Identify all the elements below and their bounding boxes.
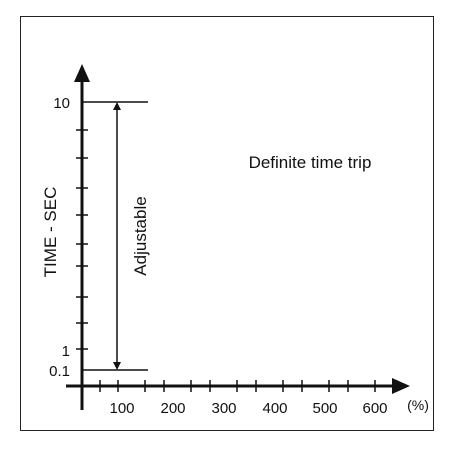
x-tick-label-500: 500: [312, 400, 337, 417]
x-axis-unit: (%): [407, 397, 429, 413]
y-tick-label-0-1: 0.1: [49, 363, 70, 380]
adjustable-label: Adjustable: [131, 196, 150, 275]
x-tick-label-200: 200: [160, 400, 185, 417]
x-tick-label-100: 100: [109, 400, 134, 417]
x-tick-label-300: 300: [211, 400, 236, 417]
y-axis-label: TIME - SEC: [41, 187, 60, 278]
diagram-frame: [20, 16, 434, 431]
x-tick-label-600: 600: [362, 400, 387, 417]
y-axis-ticks: [76, 129, 88, 350]
y-tick-label-1: 1: [62, 343, 70, 360]
diagram-title: Definite time trip: [249, 153, 372, 172]
x-axis-arrowhead: [392, 378, 410, 394]
y-axis-arrowhead: [74, 64, 90, 82]
x-tick-label-400: 400: [262, 400, 287, 417]
y-tick-label-10: 10: [53, 95, 70, 112]
x-axis-ticks: [99, 380, 376, 392]
